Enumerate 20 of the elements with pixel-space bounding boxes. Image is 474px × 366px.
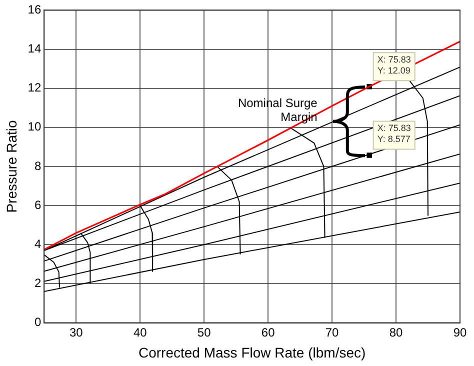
x-tick-label: 80	[389, 325, 404, 340]
x-tick-label: 30	[69, 325, 84, 340]
y-tick-label: 16	[28, 2, 42, 17]
annotation: X: 75.83 Y: 12.09	[377, 54, 411, 76]
y-axis-title: Pressure Ratio	[3, 120, 20, 213]
x-axis-title: Corrected Mass Flow Rate (lbm/sec)	[138, 344, 366, 360]
y-tick-label: 14	[28, 42, 42, 56]
y-tick-label: 2	[34, 276, 42, 290]
y-tick-label: 0	[34, 315, 42, 330]
x-tick-label: 50	[197, 325, 212, 340]
x-tick-label: 40	[133, 325, 148, 340]
x-tick-label: 60	[261, 325, 276, 340]
y-tick-label: 12	[28, 80, 42, 95]
annotation: X: 75.83 Y: 8.577	[377, 123, 411, 144]
x-tick-label: 70	[325, 325, 340, 340]
y-tick-label: 8	[34, 158, 42, 173]
y-tick-label: 4	[34, 236, 42, 251]
y-tick-label: 6	[34, 198, 42, 212]
x-tick-label: 90	[453, 325, 467, 340]
y-tick-label: 10	[28, 120, 42, 134]
